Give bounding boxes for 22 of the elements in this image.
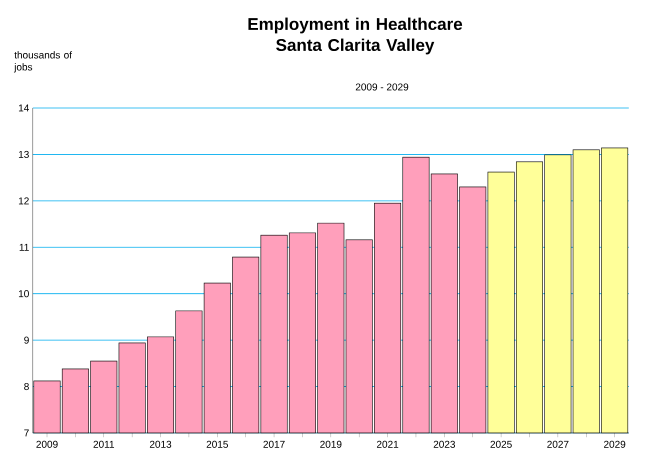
y-tick-label: 14 <box>18 104 29 112</box>
chart-title: Employment in Healthcare Santa Clarita Valley <box>248 18 462 54</box>
y-tick-label: 7 <box>24 430 29 436</box>
y-tick-label: 10 <box>18 290 29 298</box>
y-tick-label: 11 <box>20 244 29 251</box>
x-tick-label: 2017 <box>263 440 285 448</box>
x-tick-label: 2027 <box>547 440 568 448</box>
chart-subtitle: 2009 - 2029 <box>356 83 408 91</box>
x-tick-label: 2015 <box>206 440 228 448</box>
x-tick-label: 2029 <box>604 440 626 448</box>
x-tick-label: 2011 <box>94 440 114 448</box>
y-axis-title: thousands of jobs <box>14 51 72 73</box>
x-tick-label: 2013 <box>150 440 172 448</box>
y-tick-label: 9 <box>24 336 29 344</box>
x-tick-label: 2009 <box>36 440 58 448</box>
y-tick-label: 12 <box>18 197 29 204</box>
x-tick-label: 2019 <box>320 440 342 448</box>
y-tick-label: 8 <box>24 383 29 390</box>
x-tick-label: 2025 <box>490 440 512 448</box>
y-tick-label: 13 <box>18 150 29 158</box>
x-tick-label: 2023 <box>434 440 456 448</box>
x-tick-label: 2021 <box>376 440 398 448</box>
